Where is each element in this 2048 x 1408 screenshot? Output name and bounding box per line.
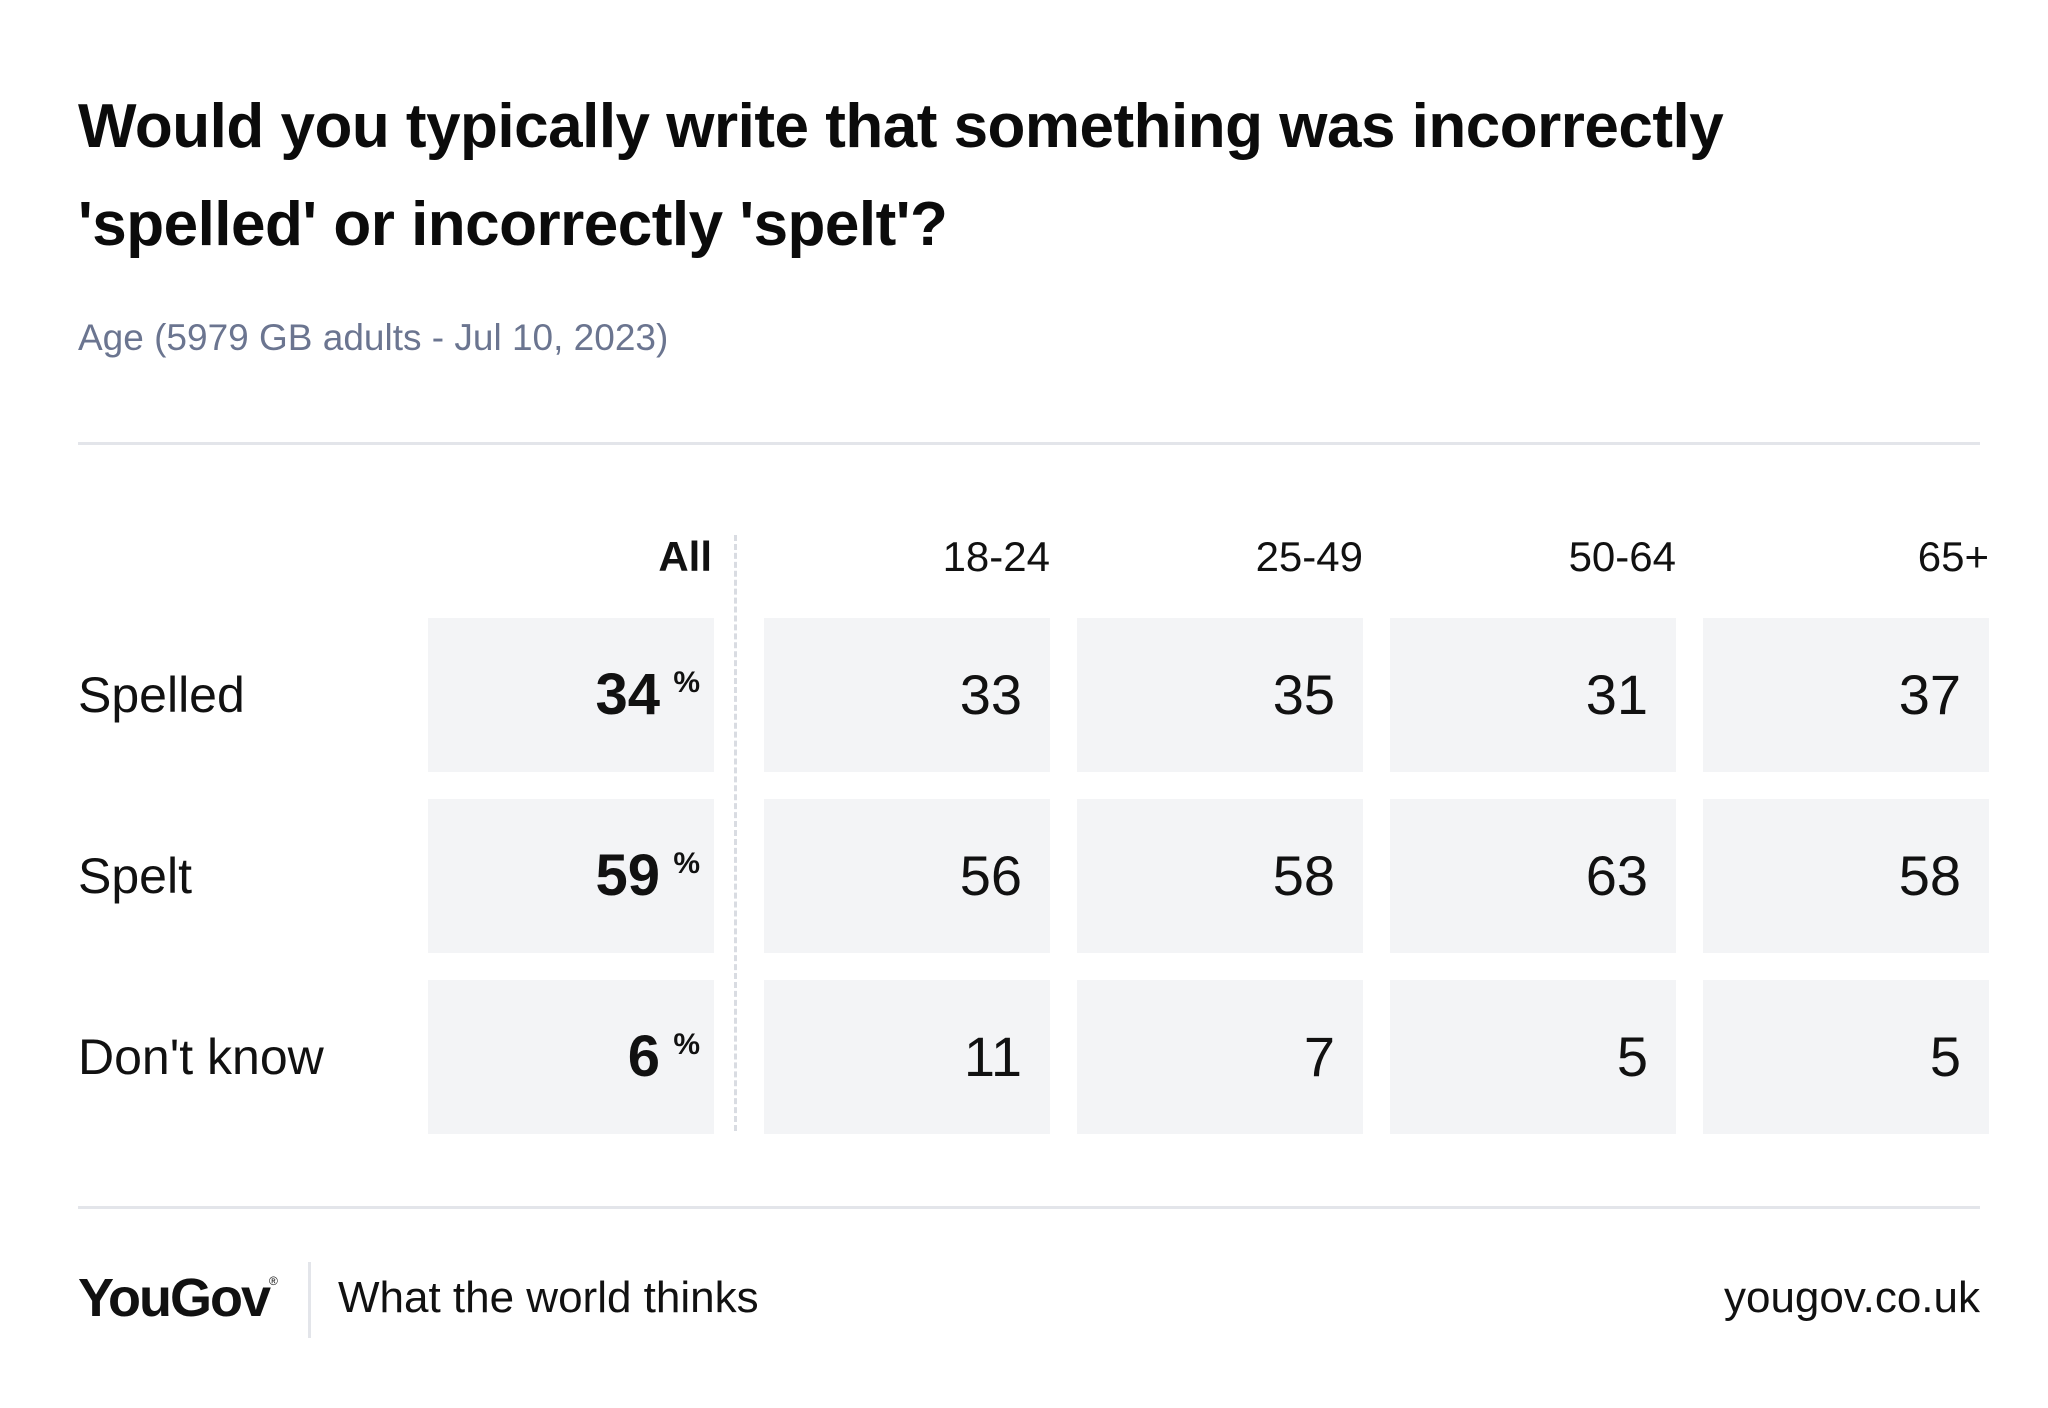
percent-sign: % bbox=[673, 666, 700, 699]
chart-subtitle: Age (5979 GB adults - Jul 10, 2023) bbox=[78, 317, 669, 358]
brand-name: YouGov bbox=[78, 1268, 271, 1328]
table-cell: 11 bbox=[764, 980, 1050, 1134]
chart-title: Would you typically write that something… bbox=[78, 92, 1724, 259]
registered-mark: ® bbox=[269, 1274, 278, 1288]
cell-value: 5 bbox=[1929, 1025, 1961, 1088]
table-cell: 5 bbox=[1390, 980, 1676, 1134]
table-cell: 58 bbox=[1703, 799, 1989, 953]
bottom-divider-line bbox=[78, 1206, 1980, 1209]
cell-value: 31 bbox=[1585, 663, 1648, 726]
column-header-all: All bbox=[658, 533, 712, 580]
column-header-50-64: 50-64 bbox=[1568, 533, 1676, 580]
top-divider-line bbox=[78, 442, 1980, 445]
table-cell: 58 bbox=[1077, 799, 1363, 953]
brand-separator bbox=[308, 1262, 311, 1338]
all-column-divider bbox=[734, 535, 737, 1131]
column-header-25-49: 25-49 bbox=[1255, 533, 1363, 580]
table-cell-all: 6% bbox=[428, 980, 714, 1134]
row-label: Don't know bbox=[78, 1029, 324, 1085]
table-cell: 31 bbox=[1390, 618, 1676, 772]
percent-sign: % bbox=[673, 847, 700, 880]
cell-value: 11 bbox=[963, 1025, 1022, 1088]
cell-value: 5 bbox=[1616, 1025, 1648, 1088]
table-cell-all: 34% bbox=[428, 618, 714, 772]
column-header-18-24: 18-24 bbox=[942, 533, 1050, 580]
row-label: Spelled bbox=[78, 667, 245, 723]
row-label: Spelt bbox=[78, 848, 192, 904]
table-cell: 7 bbox=[1077, 980, 1363, 1134]
table-cell: 63 bbox=[1390, 799, 1676, 953]
table-cell: 37 bbox=[1703, 618, 1989, 772]
table-cell-all: 59% bbox=[428, 799, 714, 953]
cell-value: 59 bbox=[595, 843, 660, 908]
cell-value: 34 bbox=[595, 662, 660, 727]
yougov-logo: YouGov® bbox=[78, 1266, 278, 1330]
cell-value: 6 bbox=[627, 1024, 660, 1089]
percent-sign: % bbox=[673, 1028, 700, 1061]
table-cell: 33 bbox=[764, 618, 1050, 772]
cell-value: 58 bbox=[1272, 844, 1335, 907]
tagline: What the world thinks bbox=[338, 1273, 759, 1322]
column-header-65-: 65+ bbox=[1917, 533, 1989, 580]
site-link[interactable]: yougov.co.uk bbox=[1723, 1273, 1980, 1322]
cell-value: 35 bbox=[1272, 663, 1335, 726]
cell-value: 33 bbox=[959, 663, 1022, 726]
cell-value: 56 bbox=[959, 844, 1022, 907]
cell-value: 37 bbox=[1898, 663, 1961, 726]
table-cell: 5 bbox=[1703, 980, 1989, 1134]
cell-value: 63 bbox=[1585, 844, 1648, 907]
cell-value: 7 bbox=[1303, 1025, 1335, 1088]
table-cell: 56 bbox=[764, 799, 1050, 953]
table-cell: 35 bbox=[1077, 618, 1363, 772]
cell-value: 58 bbox=[1898, 844, 1961, 907]
